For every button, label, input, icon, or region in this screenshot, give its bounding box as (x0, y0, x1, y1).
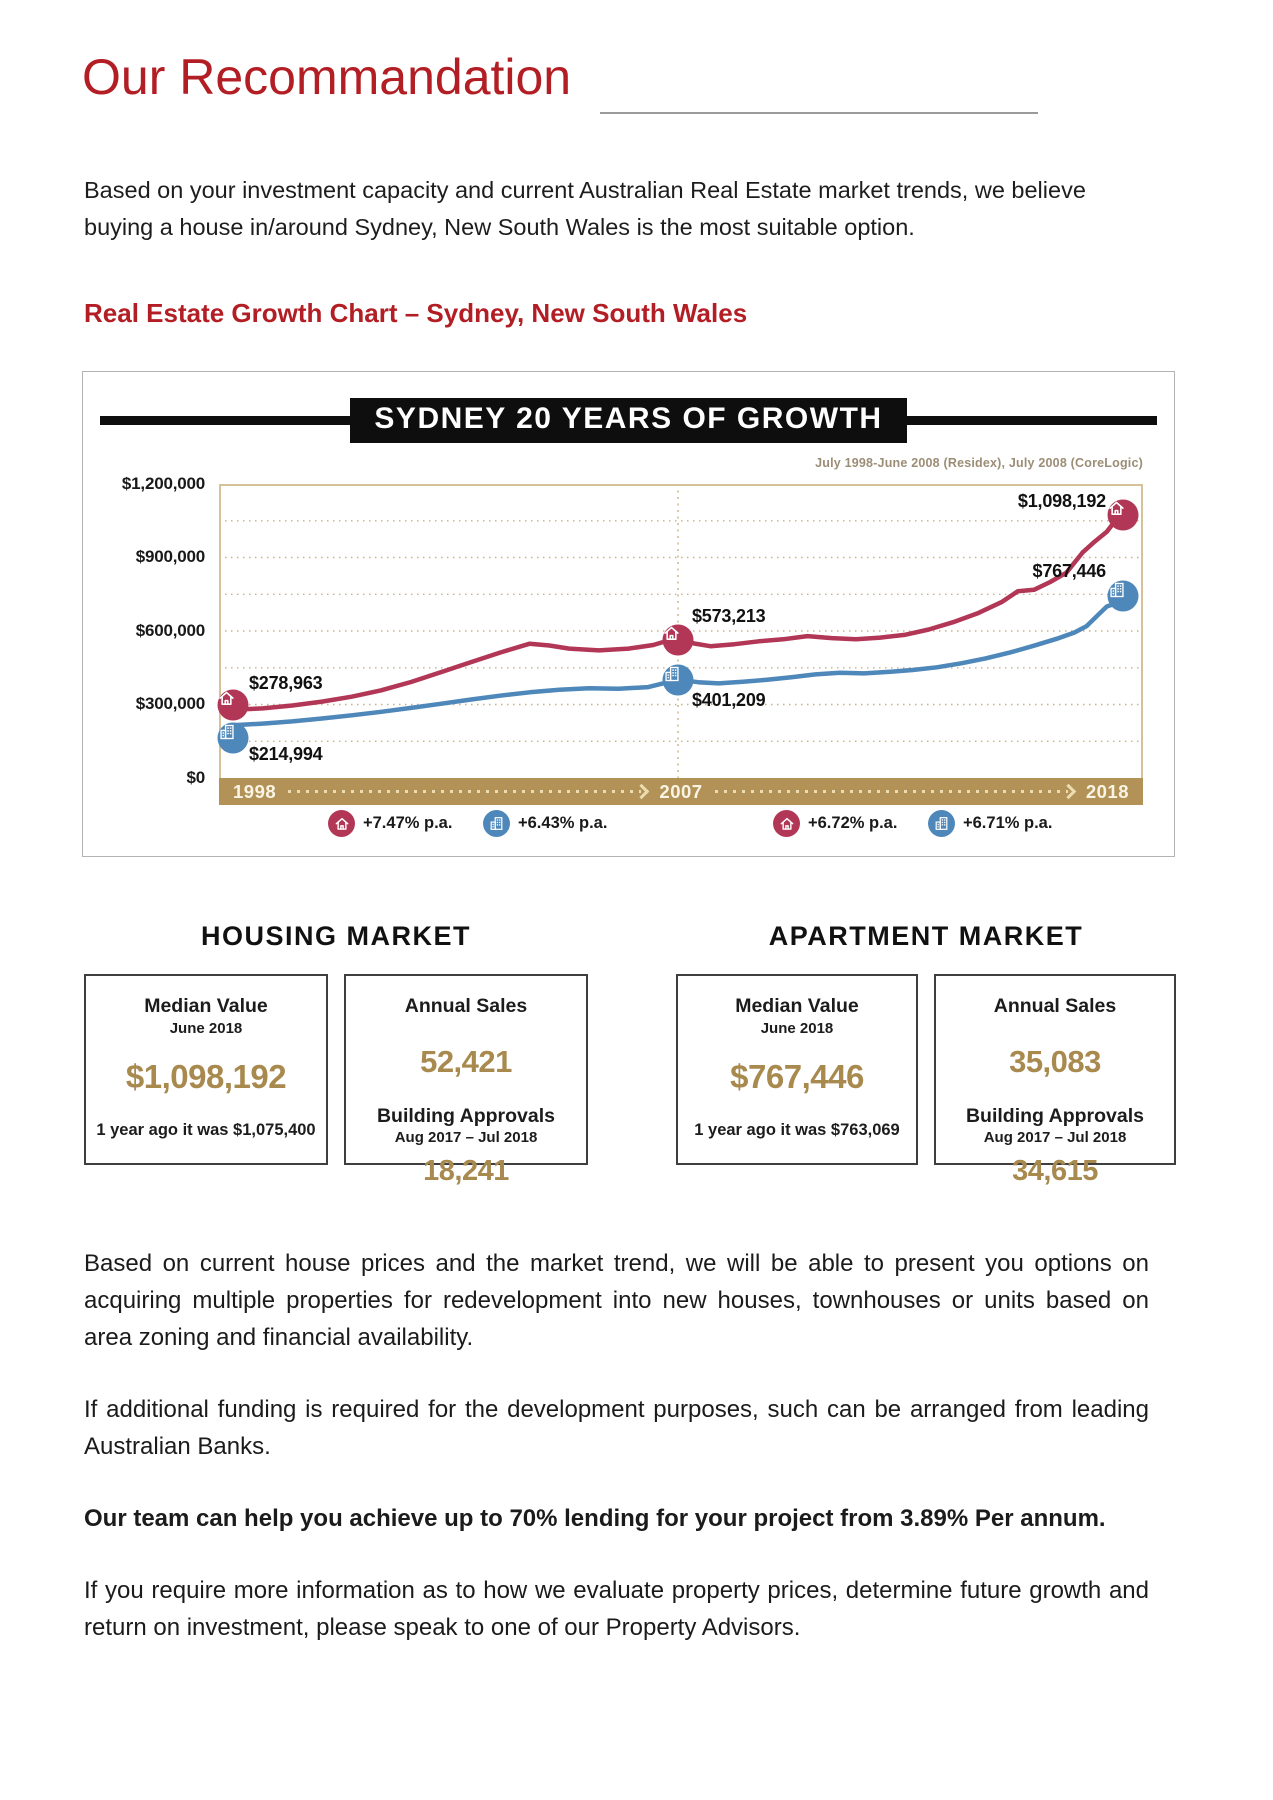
apartment-marker-1998 (217, 722, 249, 754)
building-icon (1108, 580, 1127, 599)
right-arrow-icon (1060, 783, 1077, 800)
chart-header: SYDNEY 20 YEARS OF GROWTH (100, 397, 1157, 443)
header-rule-left (100, 415, 351, 425)
y-axis-tick: $600,000 (135, 621, 206, 640)
y-axis-tick: $1,200,000 (121, 474, 205, 493)
intro-paragraph: Based on your investment capacity and cu… (84, 177, 1086, 240)
x-axis-bar: 1998 2007 2018 (219, 778, 1143, 805)
apartment-marker-2007 (662, 664, 694, 696)
legend-apartment-2007-2018: +6.71% p.a. (928, 810, 1052, 837)
building-icon (218, 723, 237, 742)
building-icon (663, 664, 682, 683)
house-marker-1998 (217, 689, 249, 721)
legend-house-2007-2018: +6.72% p.a. (773, 810, 897, 837)
house-icon (218, 689, 236, 707)
housing-building-approvals: 18,241 (423, 1155, 509, 1187)
legend-house-1998-2007: +7.47% p.a. (328, 810, 452, 837)
paragraph-lending-bold: Our team can help you achieve up to 70% … (84, 1505, 1106, 1532)
building-icon (928, 810, 955, 837)
growth-chart: SYDNEY 20 YEARS OF GROWTH July 1998-June… (82, 371, 1175, 857)
x-label-2018: 2018 (1085, 780, 1129, 802)
value-label-apartment-2007: $401,209 (692, 689, 766, 710)
chart-title: SYDNEY 20 YEARS OF GROWTH (350, 397, 907, 443)
y-axis-tick: $0 (186, 768, 205, 787)
house-marker-2018 (1107, 499, 1139, 531)
house-marker-2007 (662, 624, 694, 656)
house-icon (773, 810, 800, 837)
value-label-apartment-1998: $214,994 (249, 744, 323, 765)
house-icon (328, 810, 355, 837)
value-label-apartment-2018: $767,446 (1032, 560, 1107, 581)
legend-apartment-1998-2007: +6.43% p.a. (483, 810, 607, 837)
timeline-arrow (288, 783, 650, 800)
apartment-median-value-box: Median Value June 2018 $767,446 1 year a… (676, 974, 918, 1165)
y-axis-tick: $300,000 (135, 694, 206, 713)
apartment-annual-sales: 35,083 (1009, 1044, 1101, 1079)
value-label-house-2018: $1,098,192 (1017, 490, 1106, 511)
housing-annual-sales-box: Annual Sales 52,421 Building Approvals A… (344, 974, 588, 1187)
housing-market-heading: HOUSING MARKET (201, 921, 471, 951)
x-label-1998: 1998 (233, 780, 277, 802)
body-text: Based on current house prices and the ma… (84, 1245, 1149, 1681)
paragraph-more-info: If you require more information as to ho… (84, 1577, 1149, 1641)
housing-median-value: $1,098,192 (125, 1058, 287, 1095)
value-label-house-2007: $573,213 (692, 605, 766, 626)
housing-annual-sales: 52,421 (420, 1044, 512, 1079)
housing-median-value-box: Median Value June 2018 $1,098,192 1 year… (84, 974, 328, 1165)
house-icon (663, 624, 681, 642)
chart-source-note: July 1998-June 2008 (Residex), July 2008… (815, 456, 1143, 470)
house-icon (1108, 499, 1126, 517)
apartment-building-approvals: 34,615 (1012, 1155, 1098, 1187)
paragraph-redevelopment: Based on current house prices and the ma… (84, 1250, 1149, 1351)
section-heading: Real Estate Growth Chart – Sydney, New S… (84, 298, 748, 328)
apartment-median-value: $767,446 (730, 1058, 864, 1095)
housing-market-section: HOUSING MARKET Median Value June 2018 $1… (84, 921, 588, 1187)
x-label-2007: 2007 (659, 780, 703, 802)
value-label-house-1998: $278,963 (249, 672, 323, 693)
right-arrow-icon (634, 783, 650, 800)
y-axis-tick: $900,000 (135, 547, 206, 566)
building-icon (483, 810, 510, 837)
paragraph-funding: If additional funding is required for th… (84, 1396, 1149, 1460)
page-title: Our Recommandation (82, 49, 572, 105)
apartment-annual-sales-box: Annual Sales 35,083 Building Approvals A… (934, 974, 1176, 1187)
title-underline (600, 112, 1038, 114)
header-rule-right (906, 415, 1157, 425)
apartment-marker-2018 (1107, 580, 1139, 612)
plot-area: $278,963 $214,994 $573,213 $401,209 $1,0… (217, 484, 1143, 778)
apartment-market-heading: APARTMENT MARKET (768, 921, 1084, 951)
timeline-arrow (714, 783, 1077, 800)
apartment-market-section: APARTMENT MARKET Median Value June 2018 … (676, 921, 1176, 1187)
